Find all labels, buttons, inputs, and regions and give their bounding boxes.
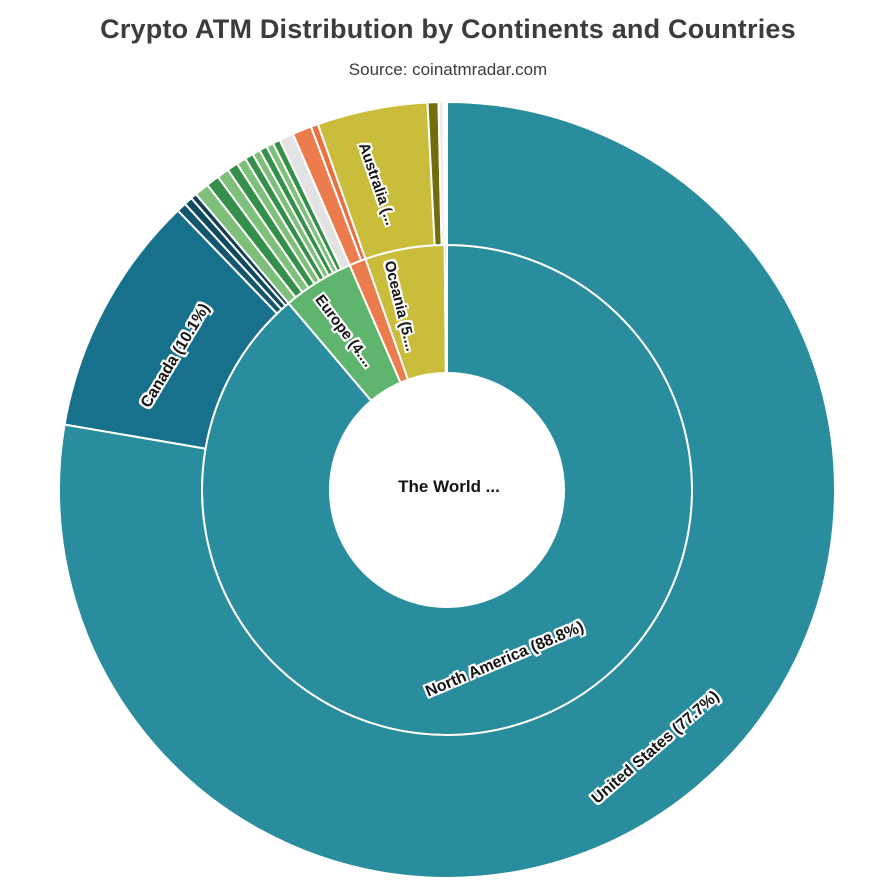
chart-title: Crypto ATM Distribution by Continents an… <box>100 14 796 44</box>
chart-subtitle: Source: coinatmradar.com <box>348 60 548 79</box>
segment-countries-united-states[interactable] <box>58 101 836 879</box>
segment-continents-continent-blue[interactable] <box>443 244 448 375</box>
segment-countries-country-pale[interactable] <box>437 101 446 247</box>
